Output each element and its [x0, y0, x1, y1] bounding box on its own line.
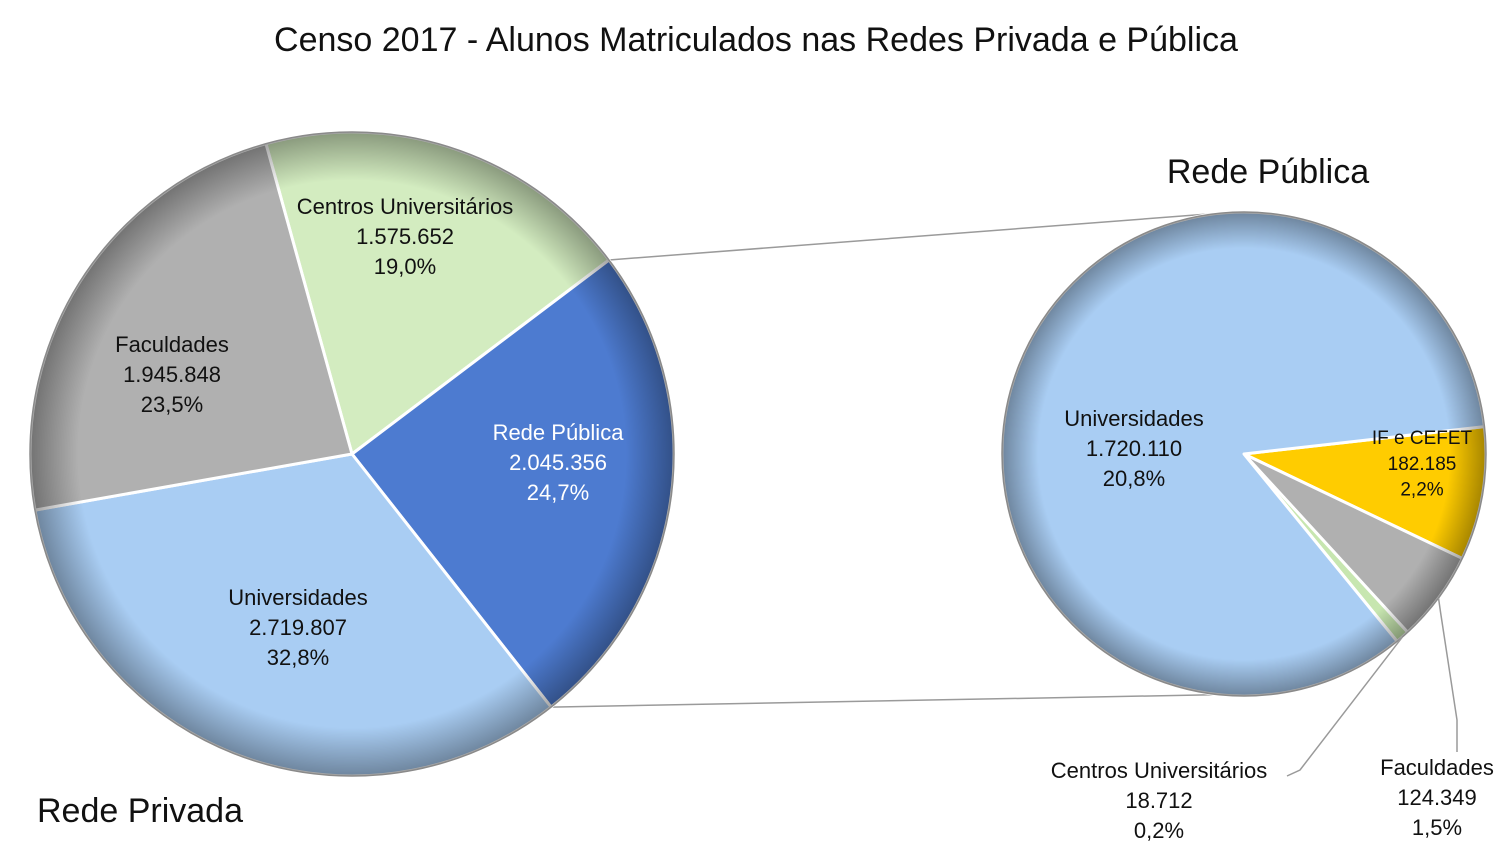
data-label-rede-privada-rede-publica: Rede Pública 2.045.356 24,7% [493, 420, 625, 505]
data-label-rede-publica-centros-universitarios: Centros Universitários 18.712 0,2% [1051, 758, 1267, 843]
pie-rede-privada [28, 130, 676, 778]
connector-line-top [608, 212, 1223, 261]
data-label-rede-privada-centros-universitarios: Centros Universitários 1.575.652 19,0% [297, 194, 513, 279]
data-label-rede-privada-faculdades: Faculdades 1.945.848 23,5% [115, 332, 229, 417]
pie-title-rede-privada: Rede Privada [37, 792, 243, 830]
pie-title-rede-publica: Rede Pública [1167, 153, 1369, 191]
data-label-rede-publica-universidades: Universidades 1.720.110 20,8% [1064, 406, 1203, 491]
data-label-rede-publica-if-e-cefet: IF e CEFET 182.185 2,2% [1372, 428, 1473, 501]
pie-rim-rede-publica [1001, 211, 1487, 697]
connector-lines [551, 212, 1223, 708]
chart-title: Censo 2017 - Alunos Matriculados nas Red… [274, 21, 1238, 59]
data-label-rede-privada-universidades: Universidades 2.719.807 32,8% [228, 585, 367, 670]
connector-line-bottom [551, 693, 1219, 708]
leader-line-centros-universitarios [1286, 636, 1404, 777]
leader-lines [1286, 597, 1458, 777]
data-label-rede-publica-faculdades: Faculdades 124.349 1,5% [1380, 755, 1494, 840]
pie-rim-rede-privada [29, 131, 675, 777]
leader-line-faculdades [1437, 597, 1458, 752]
pie-rede-publica [1000, 210, 1488, 698]
data-labels: Centros Universitários 1.575.652 19,0% Rede… [115, 194, 1494, 843]
